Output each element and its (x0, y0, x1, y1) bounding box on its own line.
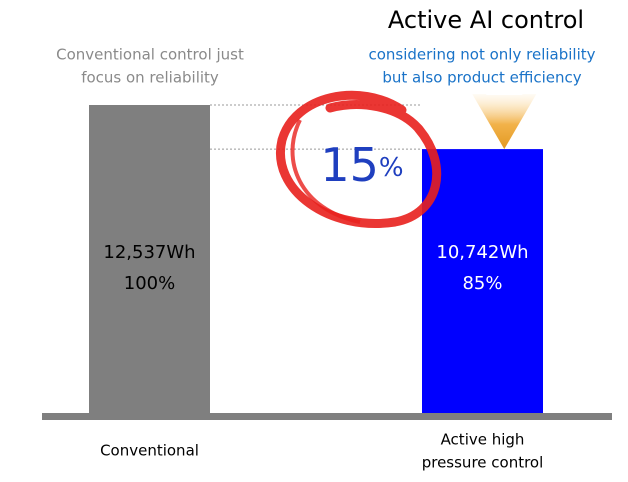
chart-title: Active AI control (388, 6, 584, 34)
reduction-label: 15% (320, 138, 403, 192)
subtitle: considering not only reliability (369, 46, 596, 64)
bar (422, 149, 543, 413)
percent-label: 85% (462, 273, 502, 294)
bar (89, 105, 210, 413)
value-label: 10,742Wh (436, 242, 528, 263)
reduction-value: 15 (320, 138, 379, 192)
percent-label: 100% (124, 273, 175, 294)
swirl (290, 119, 361, 224)
annotation: focus on reliability (81, 69, 219, 87)
arrow (472, 94, 537, 150)
subtitle: but also product efficiency (382, 69, 581, 87)
plot: 12,537Wh 100% Conventional 10,742Wh 85% Activ… (42, 6, 612, 472)
swirl (276, 90, 442, 228)
baseline (42, 413, 612, 420)
category-label: Conventional (100, 442, 199, 460)
category-label: Active high (441, 431, 525, 449)
value-label: 12,537Wh (103, 242, 195, 263)
category-label: pressure control (422, 454, 544, 472)
annotation: Conventional control just (56, 46, 244, 64)
reduction-unit: % (379, 153, 404, 183)
